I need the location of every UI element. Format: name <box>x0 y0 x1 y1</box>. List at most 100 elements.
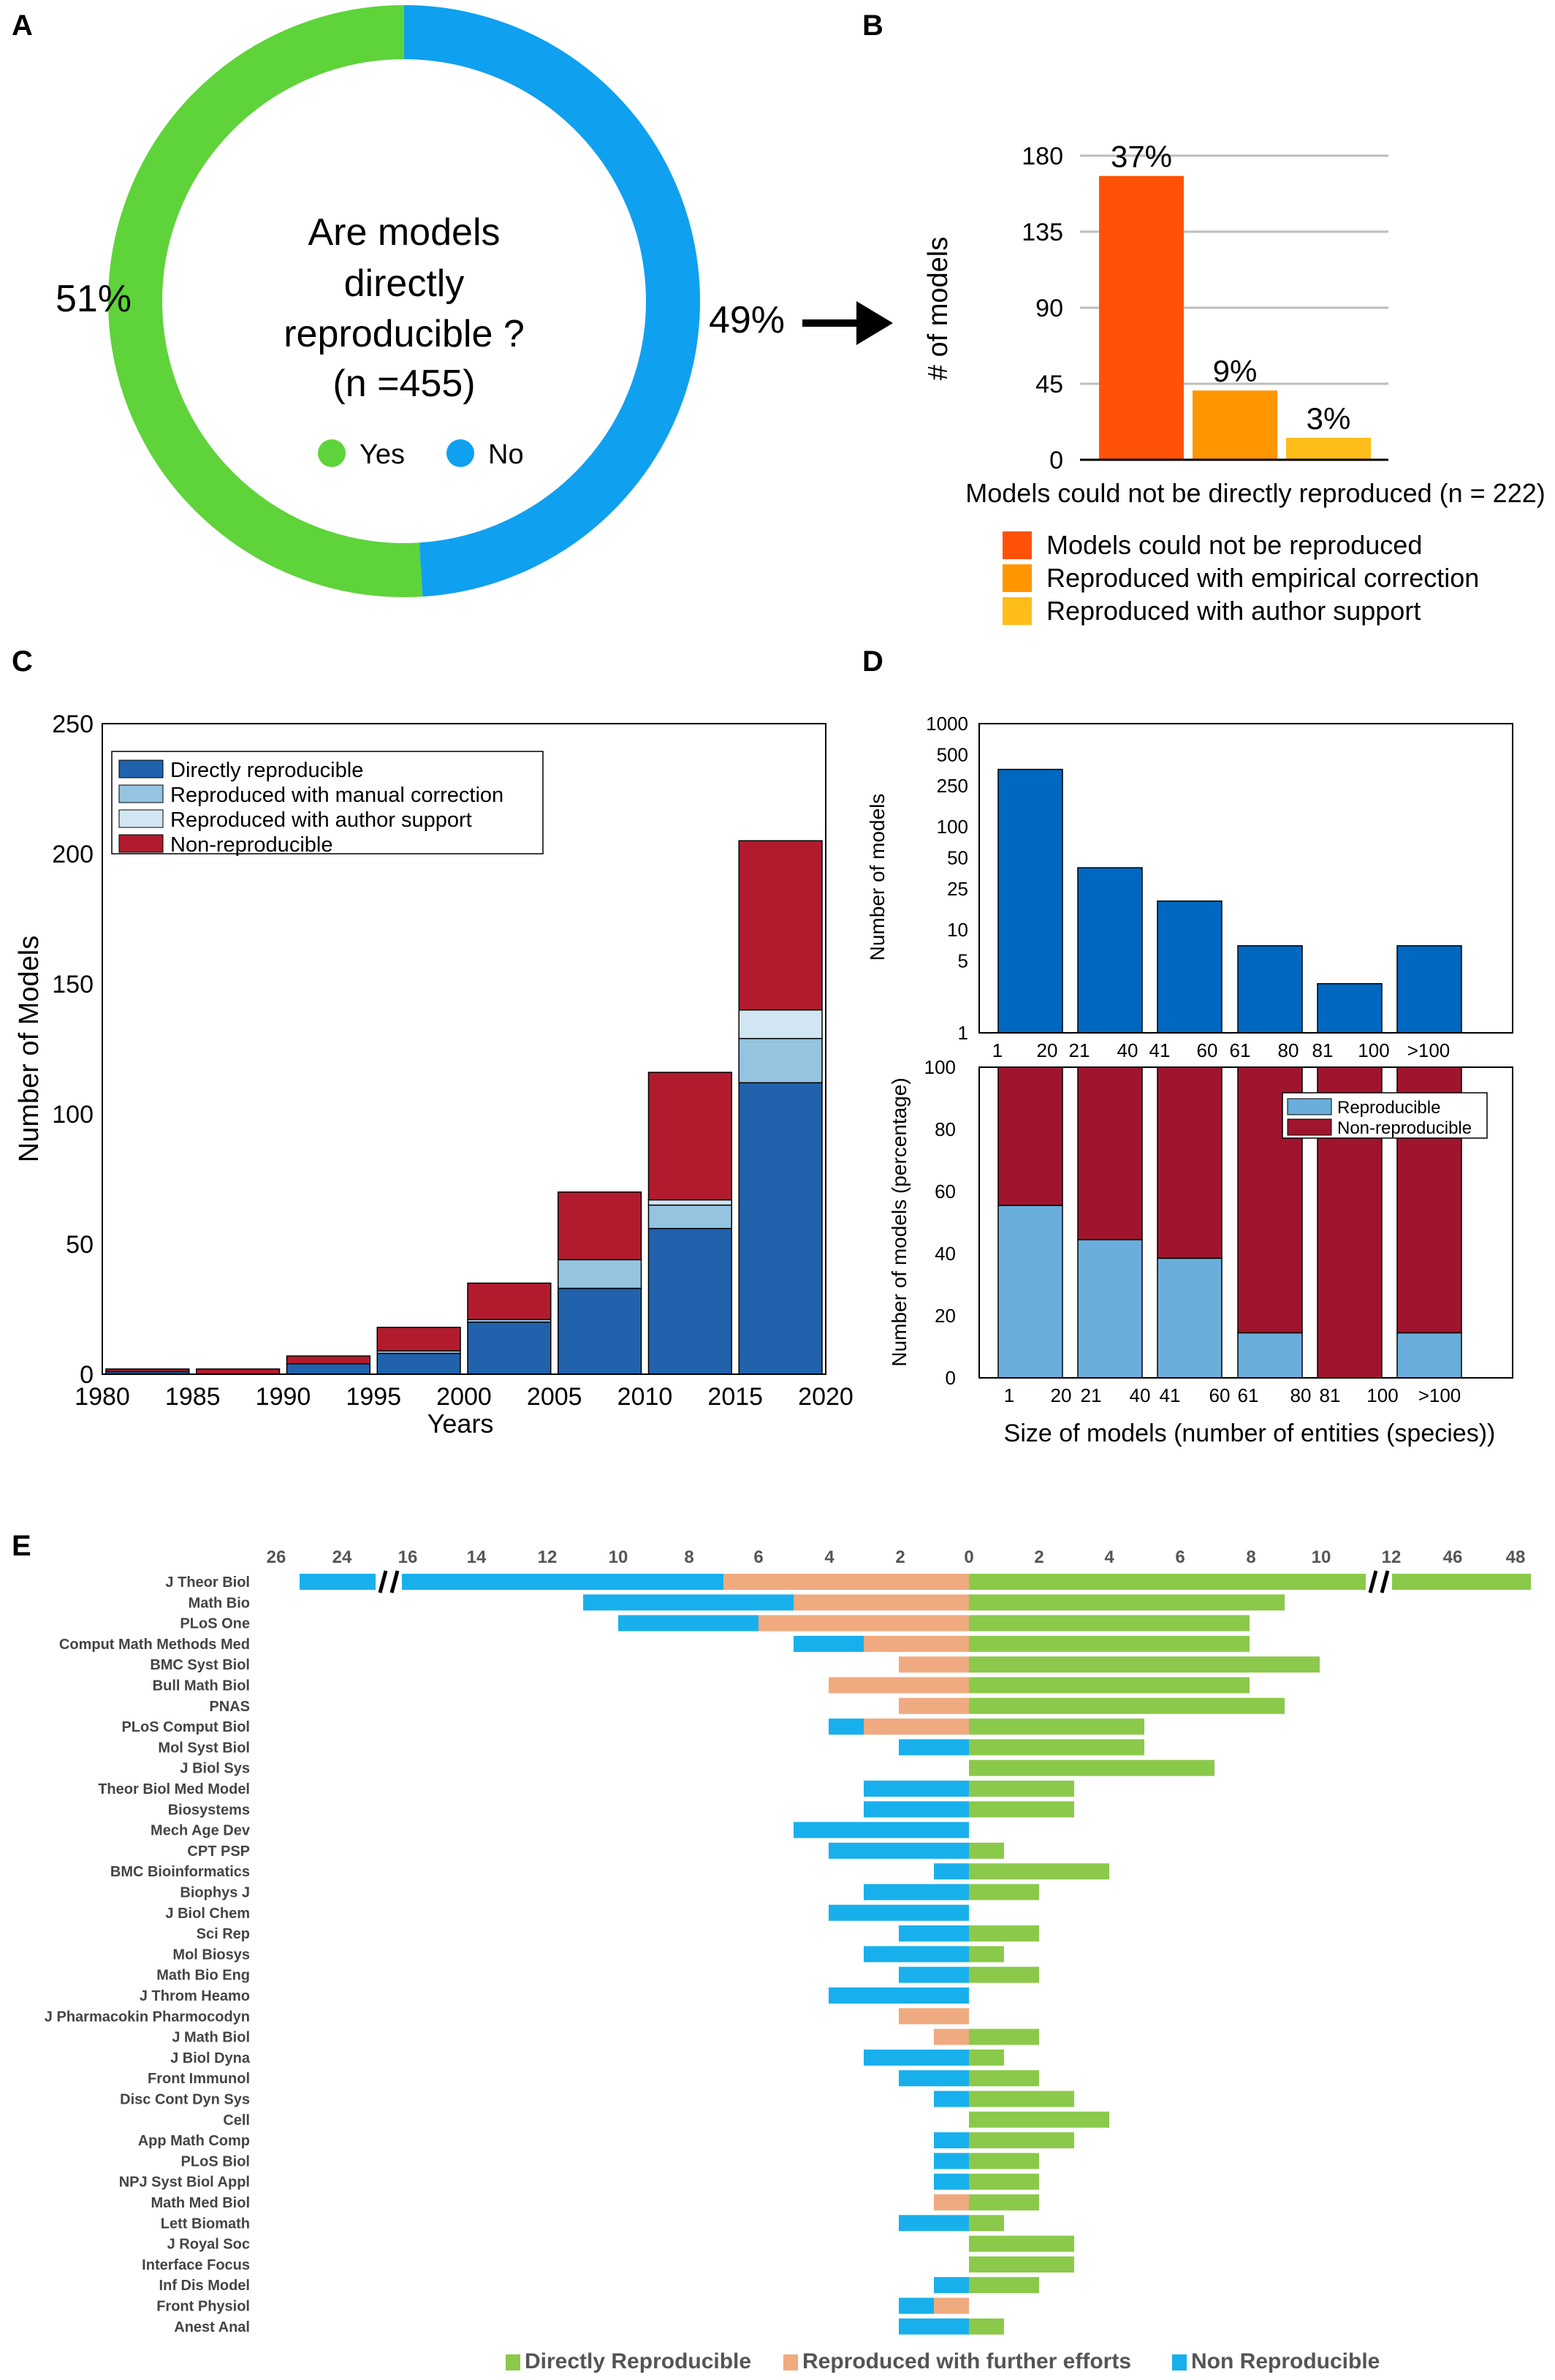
e-axis-tick-left-8: 8 <box>684 1547 693 1567</box>
c-legend-label-2: Reproduced with author support <box>170 808 472 832</box>
e-journal-label: BMC Bioinformatics <box>110 1864 250 1880</box>
d-bottom-y-tick-labels: 0 20 40 60 80 100 <box>924 1056 956 1389</box>
c-bar-1985-s3 <box>196 1368 281 1375</box>
e-row: J Math Biol <box>172 2028 1039 2046</box>
e-bar-further-efforts <box>829 1677 969 1694</box>
e-journal-label: Biosystems <box>168 1802 250 1818</box>
e-bar-non-reproducible <box>934 2091 969 2107</box>
d-bottom-x-tick-5: 60 <box>1209 1384 1231 1406</box>
d-bottom-bar-1-s0 <box>1077 1239 1143 1379</box>
e-row: Anest Anal <box>174 2318 1004 2335</box>
e-axis-tick-left-14: 14 <box>467 1547 487 1567</box>
e-row: Theor Biol Med Model <box>98 1781 1074 1797</box>
e-bar-directly-reproducible <box>969 1656 1320 1673</box>
c-bar-2010-s3 <box>647 1072 732 1201</box>
panel-letter-c: C <box>12 645 33 678</box>
c-x-tick-2000: 2000 <box>436 1383 492 1411</box>
e-journal-label: J Pharmacokin Pharmocodyn <box>45 2009 250 2025</box>
e-bar-non-reproducible <box>934 2173 969 2190</box>
c-bar-2010-s1 <box>647 1204 732 1229</box>
e-bar-non-reproducible <box>899 1966 969 1983</box>
e-journal-label: J Math Biol <box>172 2030 250 2046</box>
e-journal-label: App Math Comp <box>138 2133 250 2149</box>
d-bottom-x-tick-10: >100 <box>1418 1384 1461 1406</box>
e-legend-label-2: Non Reproducible <box>1191 2349 1380 2373</box>
d-top-x-tick-2: 21 <box>1069 1039 1090 1061</box>
e-journal-label: Mol Biosys <box>172 1947 250 1963</box>
e-bar-further-efforts <box>934 2297 969 2314</box>
c-y-axis-label: Number of Models <box>14 936 45 1162</box>
e-bar-directly-reproducible <box>969 2070 1039 2087</box>
e-bar-non-reproducible <box>899 2215 969 2232</box>
e-bar-directly-reproducible <box>969 2194 1039 2210</box>
e-bar-directly-reproducible <box>969 1781 1074 1797</box>
e-row: Mol Syst Biol <box>158 1739 1144 1756</box>
c-y-tick-250: 250 <box>52 710 94 738</box>
c-x-tick-1995: 1995 <box>346 1383 401 1411</box>
c-bar-1980-s3 <box>105 1368 190 1373</box>
d-top-x-tick-9: 100 <box>1358 1039 1389 1061</box>
c-x-tick-2005: 2005 <box>527 1383 582 1411</box>
d-bottom-bar-2-s1 <box>1157 1066 1223 1259</box>
e-journal-label: J Royal Soc <box>167 2237 250 2253</box>
panel-letter-a: A <box>12 10 33 42</box>
e-row: J Throm Heamo <box>140 1987 969 2004</box>
e-bar-directly-reproducible <box>969 2256 1074 2273</box>
c-y-tick-labels: 0 50 100 150 200 250 <box>52 710 94 1389</box>
e-row: Front Physiol <box>156 2297 969 2315</box>
d-bottom-x-tick-2: 21 <box>1081 1384 1102 1406</box>
e-bar-non-reproducible <box>794 1822 969 1838</box>
e-row: PLoS Biol <box>181 2153 1039 2169</box>
b-y-tick-135: 135 <box>1022 219 1063 246</box>
d-top-x-tick-6: 61 <box>1230 1039 1251 1061</box>
d-top-y-tick-25: 25 <box>947 878 968 900</box>
e-bar-non-reproducible <box>934 2132 969 2149</box>
d-bottom-bar-3-s1 <box>1237 1066 1303 1334</box>
d-bottom-bar-5-s0 <box>1396 1332 1462 1379</box>
e-row: J Royal Soc <box>167 2235 1074 2253</box>
d-top-y-tick-10: 10 <box>947 919 968 941</box>
d-top-x-tick-labels: 1 20 21 40 41 60 61 80 81 100 >100 <box>992 1039 1451 1061</box>
e-row: Biosystems <box>168 1801 1074 1818</box>
e-journal-label: Disc Cont Dyn Sys <box>120 2092 250 2108</box>
e-row: App Math Comp <box>138 2132 1074 2149</box>
e-journal-label: J Biol Sys <box>180 1761 250 1777</box>
d-bottom-x-tick-6: 61 <box>1238 1384 1259 1406</box>
e-row: Comput Math Methods Med <box>59 1635 1250 1653</box>
e-bar-further-efforts <box>759 1615 969 1631</box>
e-bar-directly-reproducible <box>969 1635 1250 1652</box>
d-bottom-bar-3-s0 <box>1237 1332 1303 1379</box>
b-bar-2 <box>1286 437 1371 460</box>
e-bar-further-efforts <box>794 1594 969 1611</box>
e-row: Mol Biosys <box>172 1946 1004 1963</box>
c-bar-1995-s0 <box>376 1352 461 1375</box>
e-bar-non-reproducible <box>829 1904 969 1921</box>
c-bar-2005-s0 <box>558 1287 642 1375</box>
e-axis-tick-right-10: 10 <box>1312 1547 1331 1567</box>
e-bar-directly-reproducible <box>969 2235 1074 2252</box>
d-top-y-tick-100: 100 <box>937 816 968 838</box>
e-bar-further-efforts <box>723 1574 969 1590</box>
e-bar-directly-reproducible <box>969 1739 1144 1756</box>
d-bottom-x-tick-labels: 1 20 21 40 41 60 61 80 81 100 >100 <box>1004 1384 1461 1406</box>
e-journal-label: Front Immunol <box>148 2071 250 2087</box>
e-bar-directly-reproducible <box>969 2028 1039 2045</box>
e-bar-further-efforts <box>934 2028 969 2045</box>
e-journal-label: J Throm Heamo <box>140 1988 250 2004</box>
b-data-label-2: 3% <box>1307 401 1351 436</box>
e-bar-further-efforts <box>899 1697 969 1714</box>
b-data-labels: 37% 9% 3% <box>1111 140 1350 436</box>
c-bar-2000-s0 <box>467 1322 552 1375</box>
e-journal-label: J Theor Biol <box>165 1574 250 1591</box>
b-data-label-1: 9% <box>1213 354 1258 388</box>
e-bar-further-efforts <box>864 1718 969 1735</box>
e-bar-non-reproducible <box>829 1842 969 1859</box>
e-bar-non-reproducible <box>864 1946 969 1963</box>
c-legend-swatch-3 <box>118 834 164 853</box>
d-bottom-y-tick-60: 60 <box>935 1180 956 1202</box>
e-bar-directly-reproducible <box>969 1801 1074 1818</box>
c-bar-2000-s3 <box>467 1282 552 1320</box>
b-y-axis-label: # of models <box>923 237 954 380</box>
c-bars <box>105 840 823 1375</box>
